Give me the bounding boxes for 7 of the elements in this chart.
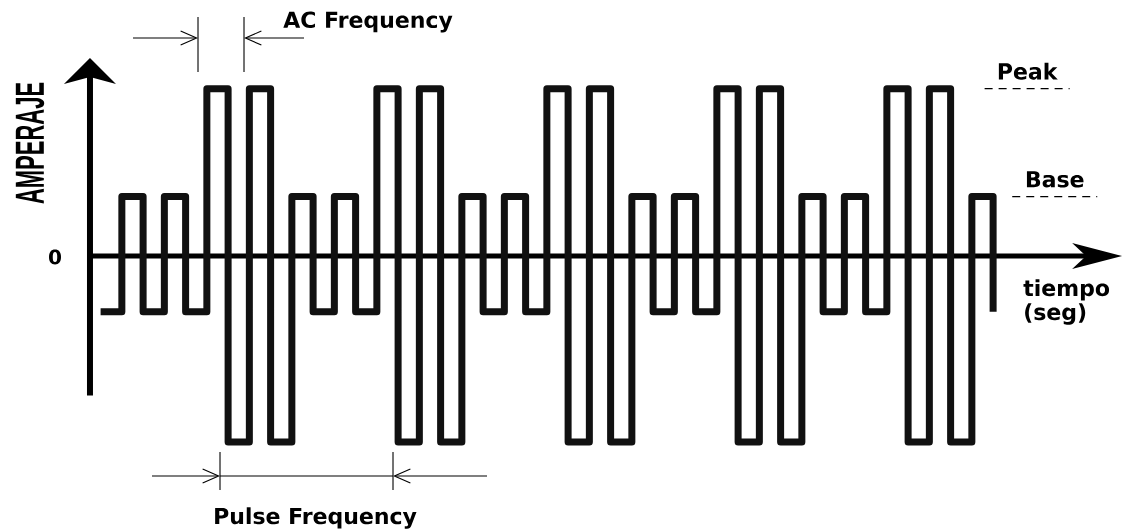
text: Pulse Frequency [215,507,417,529]
ref-line-label: Peak [998,62,1058,80]
text: AC Frequency [283,11,453,33]
ref-line-label: Base [1026,171,1084,188]
x-axis-title: tiempo (seg) [1023,279,1110,325]
text: 0 [49,249,61,265]
y-axis-title: AMPERAJE [15,82,45,204]
